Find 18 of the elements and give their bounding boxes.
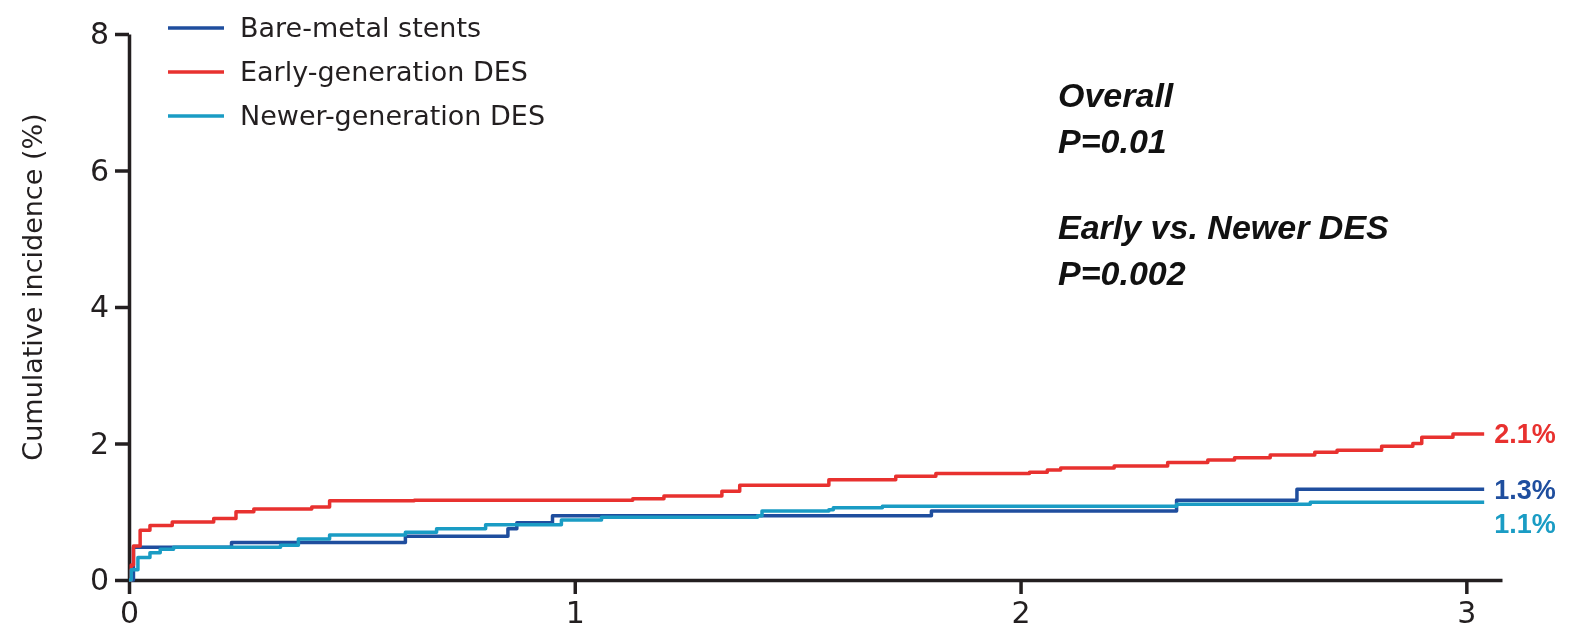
x-tick-label: 2: [1011, 595, 1031, 631]
x-tick-label: 0: [119, 595, 140, 631]
data-label: 2.1%: [1494, 419, 1556, 450]
legend-label: Newer-generation DES: [240, 100, 546, 132]
x-tick-label: 3: [1457, 595, 1477, 631]
annotation: Early vs. Newer DES P=0.002: [1058, 208, 1390, 292]
y-tick-label: 2: [89, 425, 109, 461]
y-axis-title: Cumulative incidence (%): [17, 113, 48, 461]
annotation: Overall P=0.01: [1058, 76, 1175, 160]
y-tick-label: 0: [89, 562, 109, 598]
y-tick-label: 6: [89, 152, 109, 188]
data-label: 1.1%: [1494, 508, 1556, 539]
legend-label: Bare-metal stents: [240, 12, 482, 44]
y-tick-label: 4: [89, 289, 109, 325]
data-label: 1.3%: [1494, 474, 1556, 505]
x-tick-label: 1: [565, 595, 585, 631]
legend-label: Early-generation DES: [240, 56, 528, 88]
y-tick-label: 8: [89, 16, 109, 52]
